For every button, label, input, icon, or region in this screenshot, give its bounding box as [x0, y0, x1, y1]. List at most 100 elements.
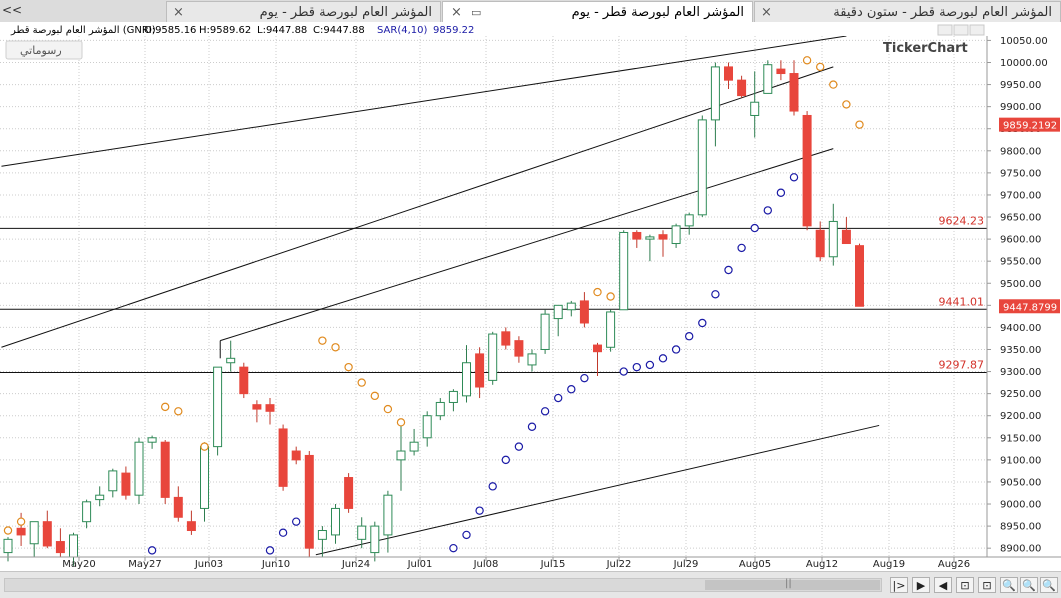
sar-dot [331, 343, 340, 352]
tab-scroll-button[interactable]: << [2, 3, 23, 17]
candle-up [108, 468, 118, 498]
scroll-grip: || [785, 578, 792, 589]
y-tick-label: 9900.00 [1000, 102, 1041, 113]
horizontal-line-label: 9297.87 [939, 358, 985, 371]
candle-up [763, 60, 773, 94]
drawings-toggle[interactable] [5, 40, 83, 60]
tab-intraday[interactable]: × المؤشر العام لبورصة قطر - ستون دقيقة [754, 1, 1061, 22]
candle-down [737, 75, 747, 98]
close-icon[interactable]: × [451, 5, 462, 20]
candle-body [855, 245, 864, 307]
sar-dot [527, 422, 537, 431]
sar-dot [357, 378, 366, 387]
y-tick-label: 9300.00 [1000, 367, 1041, 378]
candle-body [593, 344, 602, 353]
candle-up [213, 366, 223, 456]
sar-dot [344, 362, 353, 372]
scroll-thumb[interactable]: || [705, 578, 880, 590]
y-tick-label: 9550.00 [1000, 257, 1041, 268]
candle-body [789, 73, 799, 112]
y-tick-label: 9100.00 [1000, 455, 1041, 466]
candle-body [370, 525, 380, 554]
restore-icon[interactable]: ▭ [471, 6, 482, 19]
candle-body [331, 507, 340, 536]
sar-dot [488, 482, 497, 491]
candle-body [200, 446, 209, 509]
candle-down [815, 221, 825, 262]
candle-body [186, 521, 196, 532]
candle-down [593, 342, 602, 376]
candle-body [160, 441, 170, 498]
zoom-in-button[interactable]: 🔍 [1000, 577, 1018, 593]
candle-up [750, 71, 760, 138]
candle-down [475, 347, 485, 399]
settings-icon[interactable] [969, 24, 985, 36]
sar-dot [645, 360, 655, 370]
go-to-end-button[interactable]: |> [890, 577, 908, 593]
zoom-out-button[interactable]: 🔍 [1020, 577, 1038, 593]
y-tick-label: 9350.00 [1000, 345, 1041, 356]
y-tick-label: 9050.00 [1000, 477, 1041, 488]
sar-dot [449, 543, 458, 553]
price-marker-label: 9859.2192 [1003, 121, 1057, 132]
candle-down [514, 336, 524, 363]
x-tick-label: Jul22 [606, 559, 632, 570]
header-strip [0, 22, 987, 36]
x-axis: May20 May27 Jun03 Jun10 Jun24 Jul01 Jul08 Jul15… [0, 556, 1061, 570]
sar-dot [737, 243, 746, 253]
candle-body [344, 477, 354, 509]
sar-dot [802, 56, 812, 65]
header-close: C:9447.88 [313, 25, 365, 36]
trendline [1, 66, 834, 348]
zoom-reset-button[interactable]: 🔍 [1040, 577, 1058, 593]
candle-down [291, 446, 301, 465]
header-open: O:9585.16 [144, 25, 196, 36]
candle-body [671, 225, 681, 245]
sar-dot [370, 391, 379, 401]
candle-body [317, 530, 327, 540]
candle-up [82, 499, 92, 529]
close-icon[interactable]: × [761, 5, 772, 20]
candle-up [671, 223, 681, 248]
candle-body [69, 534, 78, 558]
maximize-icon[interactable] [953, 24, 969, 36]
x-tick-label: May27 [128, 559, 161, 570]
candle-body [724, 66, 733, 81]
candle-body [684, 214, 694, 227]
brand-logo: TickerChart [883, 41, 968, 56]
sar-dot [632, 362, 642, 372]
candle-down [789, 60, 799, 116]
close-icon[interactable]: × [173, 5, 184, 20]
x-tick-label: Aug12 [806, 559, 838, 570]
x-tick-label: Jul15 [540, 559, 566, 570]
time-scrollbar[interactable]: || [4, 578, 882, 592]
header-high: H:9589.62 [199, 25, 251, 36]
candle-body [383, 494, 393, 536]
fit-all-button[interactable]: ⊡ [978, 577, 996, 593]
candle-body [16, 527, 26, 536]
candle-down [855, 243, 864, 307]
minimize-icon[interactable] [937, 24, 953, 36]
candle-body [737, 79, 747, 97]
fit-button[interactable]: ⊡ [956, 577, 974, 593]
candle-up [828, 203, 838, 266]
tab-daily-active[interactable]: × ▭ المؤشر العام لبورصة قطر - يوم [442, 1, 753, 22]
candle-down [121, 466, 131, 500]
candle-body [448, 390, 458, 403]
sar-dot [567, 385, 576, 394]
candle-down [802, 111, 812, 231]
sar-dot [540, 407, 550, 416]
scroll-right-button[interactable]: ▶ [912, 577, 930, 593]
scroll-left-button[interactable]: ◀ [934, 577, 952, 593]
trendlines [1, 35, 880, 556]
tab-daily[interactable]: × المؤشر العام لبورصة قطر - يوم [166, 1, 441, 22]
candle-up [317, 526, 327, 557]
candle-body [239, 366, 249, 395]
sar-dot [776, 188, 786, 197]
sar-dot [475, 506, 484, 515]
price-chart[interactable]: 9624.23 9441.01 9297.87 8900.00 8950.00 9000… [0, 22, 1061, 571]
candle-down [579, 292, 589, 328]
price-marker [999, 299, 1060, 314]
trendline [220, 148, 834, 342]
sar-dots [3, 56, 864, 555]
